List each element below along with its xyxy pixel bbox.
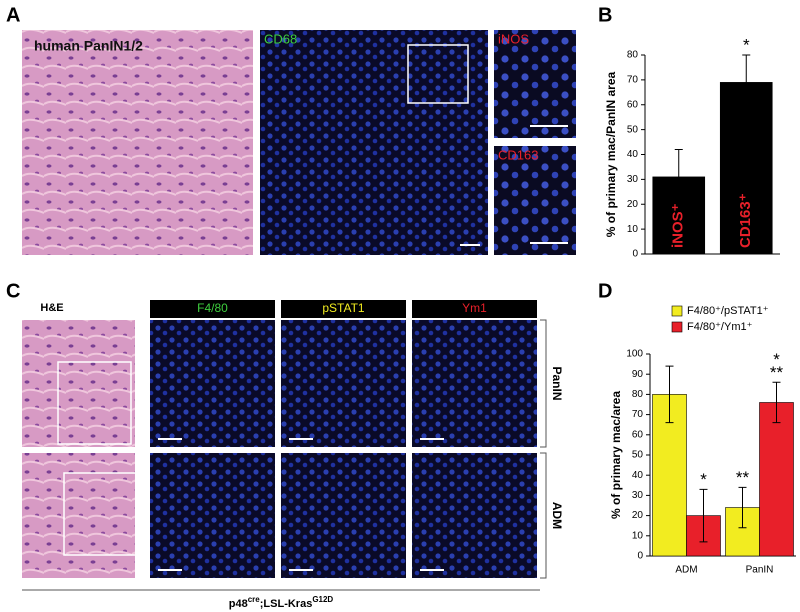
panel-letter: B	[598, 4, 612, 26]
x-tick-label: iNOS⁺	[670, 203, 687, 248]
he-image	[22, 453, 135, 578]
stain-label: iNOS	[498, 31, 529, 46]
bracket	[540, 319, 547, 448]
error-bar	[665, 365, 674, 424]
panel-letter: D	[598, 280, 612, 302]
error-bar	[674, 149, 683, 205]
legend-swatch	[671, 321, 683, 333]
y-tick-label: 60	[632, 429, 644, 440]
y-tick-label: 20	[632, 510, 644, 521]
stain-label: F4/80	[197, 301, 228, 315]
y-tick-label: 0	[637, 551, 643, 562]
he-image	[22, 320, 135, 447]
y-tick-label: 10	[632, 530, 644, 541]
stain-header	[150, 300, 275, 318]
y-tick-label: 80	[632, 389, 644, 400]
fluorescence-image	[281, 453, 406, 578]
y-tick-label: 20	[627, 199, 639, 210]
y-tick-label: 30	[632, 490, 644, 501]
y-tick-label: 10	[627, 224, 639, 235]
stain-label: CD163	[498, 147, 538, 162]
cd163-image	[494, 146, 576, 255]
genotype-part: p48	[229, 598, 248, 610]
error-bar	[699, 488, 708, 543]
genotype-sup: G12D	[312, 595, 333, 604]
genotype: p48cre;LSL-KrasG12D	[229, 595, 334, 610]
bar	[759, 402, 794, 557]
y-tick-label: 40	[627, 149, 639, 160]
fluorescence-image	[150, 320, 275, 447]
fluorescence-image	[150, 453, 275, 578]
y-tick-label: 40	[632, 470, 644, 481]
stain-label: pSTAT1	[322, 301, 365, 315]
he-label: human PanIN1/2	[34, 38, 143, 54]
legend-label: F4/80⁺/pSTAT1⁺	[687, 305, 769, 317]
y-tick-label: 100	[626, 349, 643, 360]
stain-label: Ym1	[462, 301, 487, 315]
legend-swatch	[671, 305, 683, 317]
he-label: H&E	[40, 302, 63, 314]
error-bar	[742, 54, 751, 111]
y-axis-title: % of primary mac/PanIN area	[604, 71, 618, 237]
y-tick-label: 30	[627, 174, 639, 185]
y-tick-label: 60	[627, 99, 639, 110]
stain-header	[281, 300, 406, 318]
error-bar	[738, 486, 747, 529]
genotype-part: ;LSL-Kras	[260, 598, 313, 610]
x-tick-label: ADM	[675, 565, 697, 576]
error-bar	[772, 381, 781, 424]
inos-image	[494, 30, 576, 138]
significance: *	[700, 470, 707, 489]
stain-label: CD68	[264, 31, 297, 46]
significance: *	[773, 350, 780, 369]
y-tick-label: 0	[632, 249, 638, 260]
y-tick-label: 50	[632, 450, 644, 461]
inset-box	[63, 472, 145, 556]
significance: *	[743, 35, 750, 54]
y-tick-label: 70	[632, 409, 644, 420]
y-tick-label: 70	[627, 75, 639, 86]
stain-header	[412, 300, 537, 318]
y-tick-label: 90	[632, 369, 644, 380]
fluorescence-grid: F4/80 pSTAT1 Ym1 PanIN ADM	[150, 300, 564, 579]
y-tick-label: 80	[627, 50, 639, 61]
inset-box	[57, 361, 132, 445]
y-tick-label: 50	[627, 124, 639, 135]
row-label: PanIN	[550, 366, 564, 400]
legend-label: F4/80⁺/Ym1⁺	[687, 321, 753, 333]
fluorescence-image	[281, 320, 406, 447]
significance: **	[736, 468, 750, 487]
x-tick-label: CD163⁺	[737, 193, 754, 248]
bracket	[540, 452, 547, 579]
bar	[719, 82, 773, 255]
row-label: ADM	[550, 502, 564, 529]
fluorescence-image	[412, 453, 537, 578]
genotype-sup: cre	[248, 595, 261, 604]
he-image	[22, 30, 253, 255]
panel-letter: C	[6, 280, 20, 302]
cd68-image	[260, 30, 488, 255]
fluorescence-image	[412, 320, 537, 447]
panel-letter: A	[6, 4, 20, 26]
x-tick-label: PanIN	[746, 565, 774, 576]
inset-box	[407, 44, 469, 104]
y-axis-title: % of primary mac/area	[609, 391, 623, 519]
significance: **	[770, 363, 784, 382]
